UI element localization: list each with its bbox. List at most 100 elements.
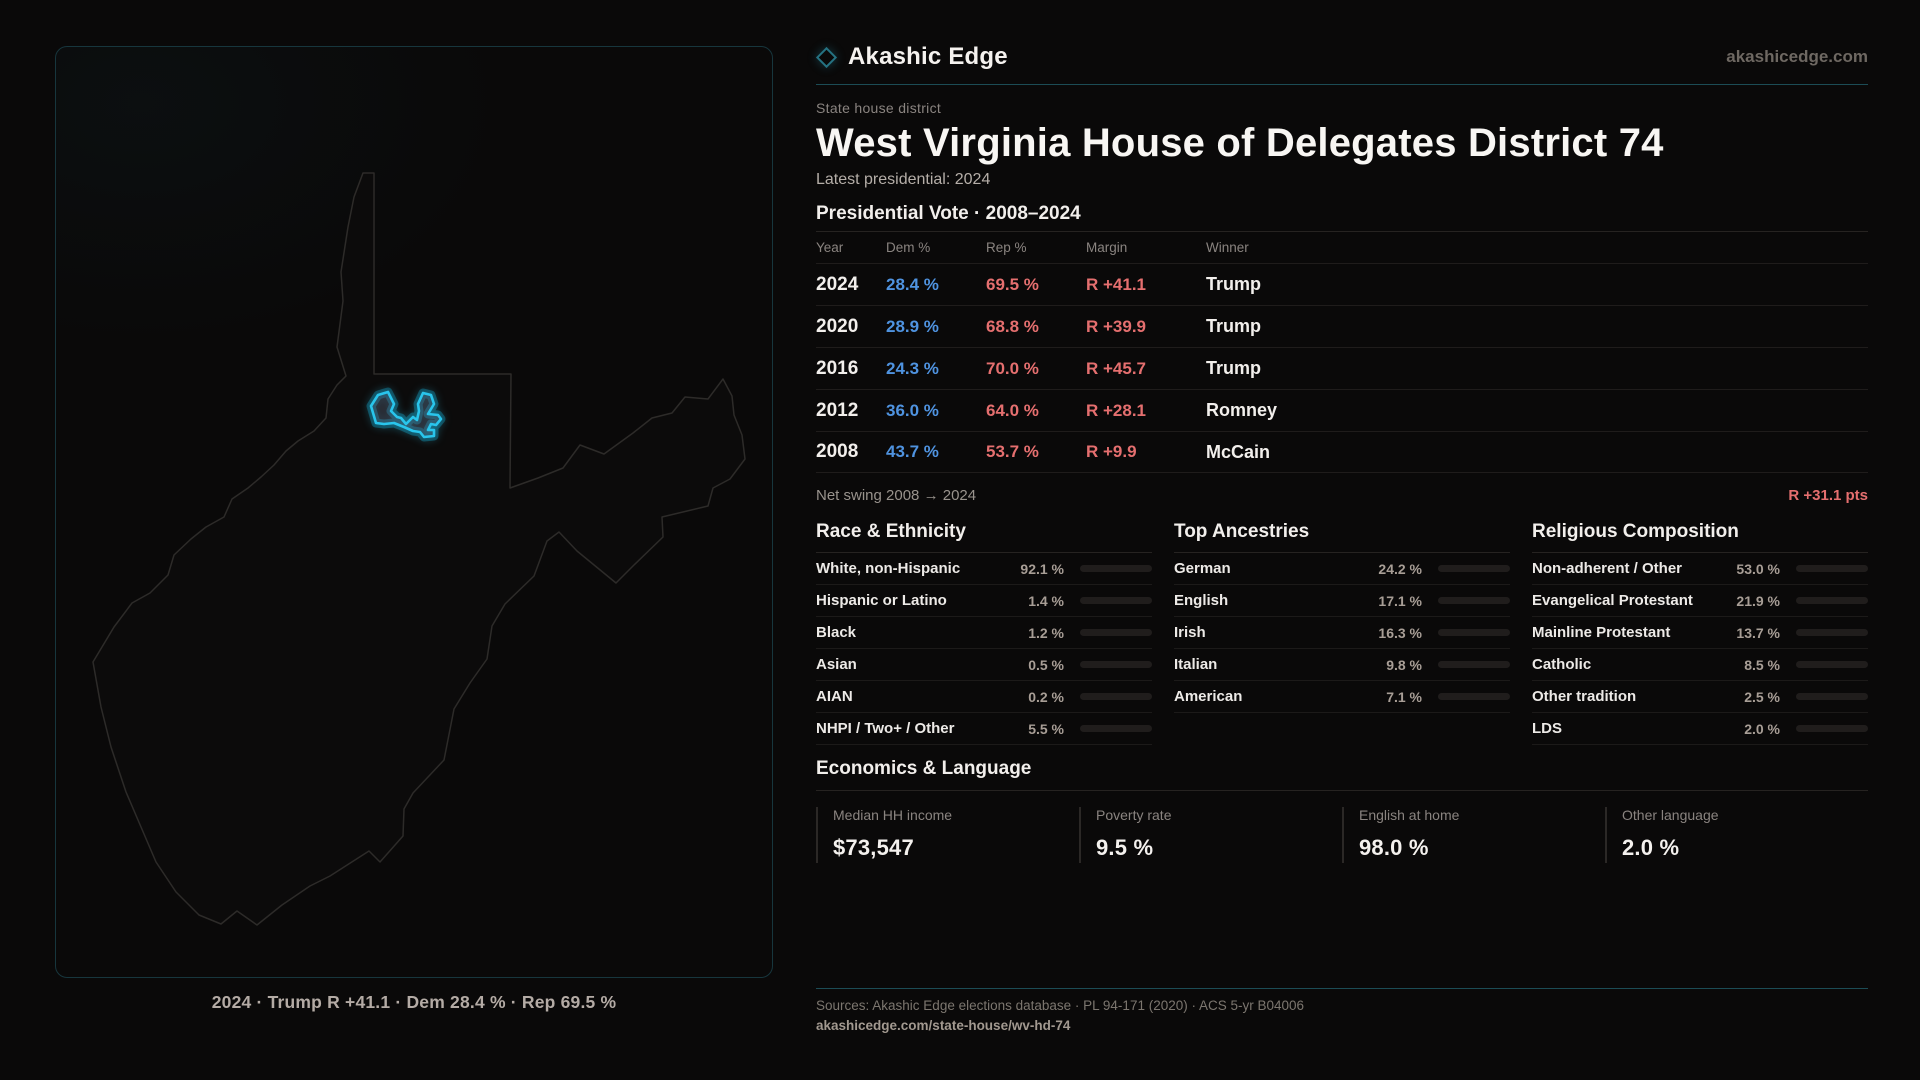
list-item: Mainline Protestant 13.7 % [1532,617,1868,649]
demo-label: Mainline Protestant [1532,624,1671,641]
cell-winner: McCain [1206,441,1271,462]
demo-label: Non-adherent / Other [1532,560,1683,577]
section-divider [816,790,1868,791]
demo-value: 1.4 % [1028,592,1064,609]
stat-cell: English at home 98.0 % [1342,807,1605,863]
cell-rep: 64.0 % [986,400,1039,420]
net-swing-value: R +31.1 pts [1788,487,1868,504]
cell-dem: 36.0 % [886,400,939,420]
demo-label: Hispanic or Latino [816,592,947,609]
cell-dem: 28.4 % [886,274,939,294]
table-row: 2020 28.9 % 68.8 % R +39.9 Trump [816,305,1868,347]
demo-bar [1796,693,1868,700]
section-divider [816,552,1152,553]
table-row: 2024 28.4 % 69.5 % R +41.1 Trump [816,263,1868,305]
col-header-margin: Margin [1086,240,1128,255]
table-row: 2016 24.3 % 70.0 % R +45.7 Trump [816,347,1868,389]
demo-bar [1796,565,1868,572]
demo-bar [1080,661,1152,668]
list-item: Other tradition 2.5 % [1532,681,1868,713]
cell-dem: 24.3 % [886,358,939,378]
demo-label: Irish [1174,624,1206,641]
col-header-winner: Winner [1206,240,1249,255]
brand: Akashic Edge [815,43,1008,71]
latest-presidential-label: Latest presidential: 2024 [816,171,991,188]
section-title: Race & Ethnicity [816,521,966,542]
demo-bar [1796,725,1868,732]
stat-cell: Median HH income $73,547 [816,807,1079,863]
demo-bar [1080,629,1152,636]
cell-margin: R +39.9 [1086,316,1147,336]
demo-value: 24.2 % [1378,560,1422,577]
demo-label: AIAN [816,688,853,705]
demo-label: LDS [1532,720,1562,737]
fact-panel: Akashic Edge akashicedge.com State house… [815,0,1868,1080]
demo-label: NHPI / Two+ / Other [816,720,955,737]
cell-rep: 70.0 % [986,358,1039,378]
col-header-year: Year [816,240,844,255]
header-row: Akashic Edge akashicedge.com [815,36,1868,78]
brand-name: Akashic Edge [848,43,1008,70]
demo-bar [1438,597,1510,604]
permalink[interactable]: akashicedge.com/state-house/wv-hd-74 [816,1018,1071,1033]
cell-year: 2020 [816,315,859,337]
page-title: West Virginia House of Delegates Distric… [816,121,1664,165]
cell-margin: R +41.1 [1086,274,1147,294]
demo-value: 5.5 % [1028,720,1064,737]
cell-rep: 68.8 % [986,316,1039,336]
cell-dem: 43.7 % [886,442,939,461]
list-item: LDS 2.0 % [1532,713,1868,745]
cell-rep: 53.7 % [986,442,1039,461]
demo-value: 21.9 % [1736,592,1780,609]
demo-label: Asian [816,656,857,673]
cell-margin: R +9.9 [1086,442,1137,461]
demo-bar [1796,661,1868,668]
demo-value: 8.5 % [1744,656,1780,673]
demo-label: Other tradition [1532,688,1637,705]
demo-label: Evangelical Protestant [1532,592,1693,609]
section-title: Top Ancestries [1174,521,1310,542]
list-item: White, non-Hispanic 92.1 % [816,553,1152,585]
religion-column: Religious Composition Non-adherent / Oth… [1532,521,1868,745]
economics-grid: Median HH income $73,547 Poverty rate 9.… [816,807,1868,863]
district-highlight-icon [369,390,443,439]
stat-value: 2.0 % [1622,835,1680,860]
demo-label: Black [816,624,857,641]
demo-label: White, non-Hispanic [816,560,961,577]
cell-winner: Romney [1206,400,1278,420]
demo-value: 53.0 % [1736,560,1780,577]
brand-domain: akashicedge.com [1726,47,1868,66]
list-item: Black 1.2 % [816,617,1152,649]
ancestries-column: Top Ancestries German 24.2 % English 17.… [1174,521,1510,745]
stat-cell: Poverty rate 9.5 % [1079,807,1342,863]
demo-value: 17.1 % [1378,592,1422,609]
demo-bar [1796,597,1868,604]
stat-label: English at home [1359,807,1460,823]
state-outline [92,172,746,926]
stat-label: Other language [1622,807,1719,823]
cell-rep: 69.5 % [986,274,1039,294]
demo-value: 0.5 % [1028,656,1064,673]
demo-bar [1438,693,1510,700]
table-header-row: Year Dem % Rep % Margin Winner [816,232,1868,263]
list-item: American 7.1 % [1174,681,1510,713]
demo-label: Catholic [1532,656,1592,673]
demo-bar [1438,629,1510,636]
net-swing-row: Net swing 2008 → 2024 R +31.1 pts [816,487,1868,504]
stat-label: Poverty rate [1096,807,1172,823]
cell-winner: Trump [1206,358,1262,378]
col-header-rep: Rep % [986,240,1027,255]
demo-value: 13.7 % [1736,624,1780,641]
list-item: Irish 16.3 % [1174,617,1510,649]
demo-bar [1438,661,1510,668]
net-swing-label: Net swing 2008 → 2024 [816,487,977,504]
table-row: 2008 43.7 % 53.7 % R +9.9 McCain [816,431,1868,473]
list-item: Evangelical Protestant 21.9 % [1532,585,1868,617]
section-divider [1532,552,1868,553]
presidential-table: Year Dem % Rep % Margin Winner 2024 28.4… [816,231,1868,473]
list-item: Hispanic or Latino 1.4 % [816,585,1152,617]
footer: Sources: Akashic Edge elections database… [816,988,1868,1033]
demo-value: 2.5 % [1744,688,1780,705]
section-divider [1174,552,1510,553]
demo-bar [1080,725,1152,732]
